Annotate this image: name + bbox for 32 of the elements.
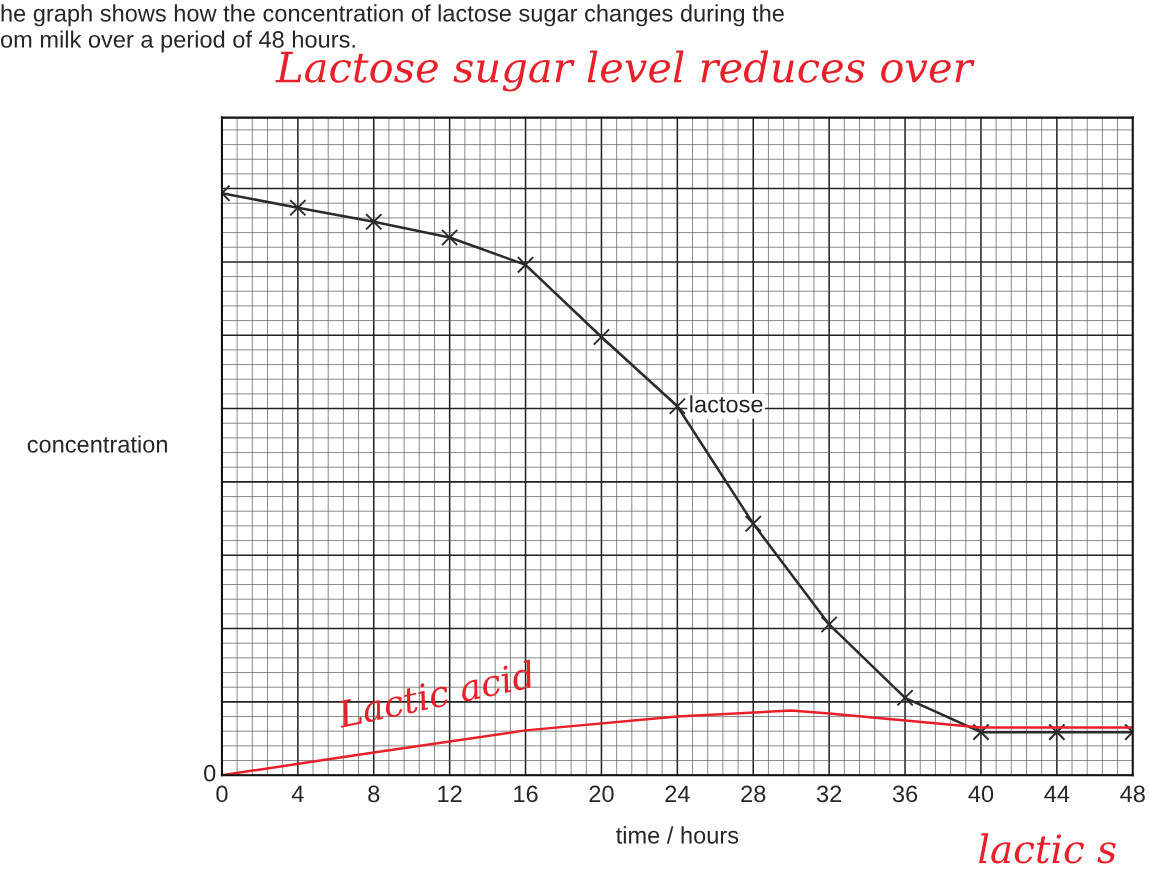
- text: lactic s: [979, 833, 1116, 864]
- x-axis-title: time / hours: [616, 826, 739, 844]
- series-label: lactose: [690, 395, 763, 413]
- x-tick-label: 28: [741, 785, 766, 803]
- point: [289, 199, 307, 217]
- point: [516, 256, 535, 274]
- x-tick-label: 40: [968, 785, 994, 803]
- x-tick-label: 0: [216, 785, 228, 803]
- x-tick-label: 24: [665, 785, 690, 803]
- point: [896, 689, 914, 707]
- point: [972, 723, 990, 741]
- point: [820, 615, 838, 634]
- x-tick-label: 44: [1044, 785, 1070, 803]
- x-tick-label: 32: [816, 785, 842, 803]
- y-axis-title: concentration: [27, 435, 167, 453]
- point: [365, 213, 383, 231]
- x-tick-label: 48: [1120, 785, 1145, 803]
- x-tick-label: 20: [589, 785, 614, 803]
- text: Lactose sugar level reduces over: [275, 50, 975, 92]
- point: [744, 515, 762, 533]
- chart-title: he graph shows how the concentration of lactose sugar changes during the: [1, 4, 784, 27]
- x-tick-label: 8: [368, 785, 380, 803]
- point: [592, 328, 611, 346]
- x-tick-label: 4: [291, 785, 304, 803]
- x-tick-label: 16: [514, 785, 538, 803]
- text: Lactic acid: [335, 659, 536, 729]
- text: 0: [204, 764, 216, 782]
- point: [668, 397, 686, 415]
- x-tick-label: 36: [892, 785, 918, 803]
- point: [441, 228, 459, 247]
- point: [1048, 723, 1066, 741]
- x-tick-label: 12: [438, 785, 462, 803]
